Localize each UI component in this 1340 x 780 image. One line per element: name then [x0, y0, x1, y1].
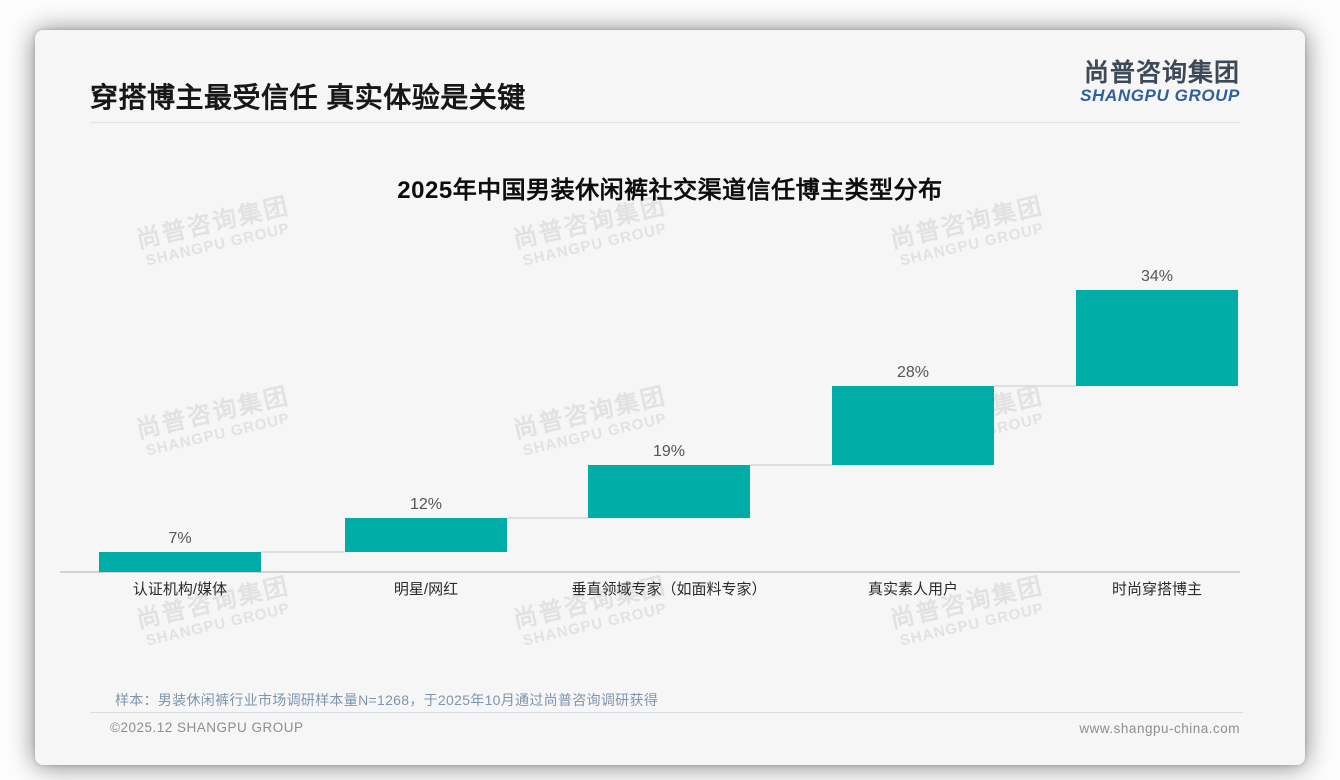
waterfall-bar-4 — [832, 385, 994, 465]
page-title: 穿搭博主最受信任 真实体验是关键 — [90, 82, 526, 113]
waterfall-bar-1 — [99, 552, 261, 572]
waterfall-plot: 7% 认证机构/媒体 12% 明星/网红 19% 垂直领域专家（如面料专家） 28% 真实素人… — [60, 260, 1240, 598]
watermark-english: SHANGPU GROUP — [898, 599, 1046, 650]
category-label-3: 垂直领域专家（如面料专家） — [571, 581, 767, 598]
category-label-4: 真实素人用户 — [867, 581, 958, 598]
waterfall-bar-2 — [345, 518, 507, 553]
watermark-english: SHANGPU GROUP — [521, 599, 669, 650]
x-axis-line — [60, 571, 1240, 573]
slide-card: 尚普咨询集团 SHANGPU GROUP 尚普咨询集团 SHANGPU GROUP 尚普… — [35, 30, 1305, 765]
value-label-5: 34% — [1140, 268, 1174, 285]
website-text: www.shangpu-china.com — [1079, 721, 1240, 736]
watermark-english: SHANGPU GROUP — [144, 599, 292, 650]
company-logo: 尚普咨询集团 SHANGPU GROUP — [1080, 60, 1240, 105]
connector-line-1 — [261, 551, 345, 554]
logo-chinese-text: 尚普咨询集团 — [1083, 59, 1240, 87]
logo-english-text: SHANGPU GROUP — [1080, 86, 1240, 105]
copyright-text: ©2025.12 SHANGPU GROUP — [110, 720, 304, 735]
connector-line-3 — [750, 463, 832, 466]
category-label-2: 明星/网红 — [393, 581, 459, 598]
sample-footnote: 样本：男装休闲裤行业市场调研样本量N=1268，于2025年10月通过尚普咨询调… — [115, 692, 659, 708]
footer-divider — [90, 712, 1243, 713]
waterfall-bar-5 — [1076, 290, 1238, 386]
waterfall-bar-3 — [588, 464, 750, 519]
value-label-3: 19% — [652, 442, 686, 460]
connector-line-2 — [507, 517, 588, 520]
value-label-4: 28% — [896, 363, 930, 381]
value-label-1: 7% — [168, 530, 192, 548]
category-label-5: 时尚穿搭博主 — [1111, 581, 1202, 598]
connector-line-4 — [994, 384, 1076, 387]
value-label-2: 12% — [409, 496, 443, 514]
category-label-1: 认证机构/媒体 — [132, 581, 228, 598]
header-divider — [90, 122, 1240, 123]
chart-title: 2025年中国男装休闲裤社交渠道信任博主类型分布 — [397, 177, 943, 204]
